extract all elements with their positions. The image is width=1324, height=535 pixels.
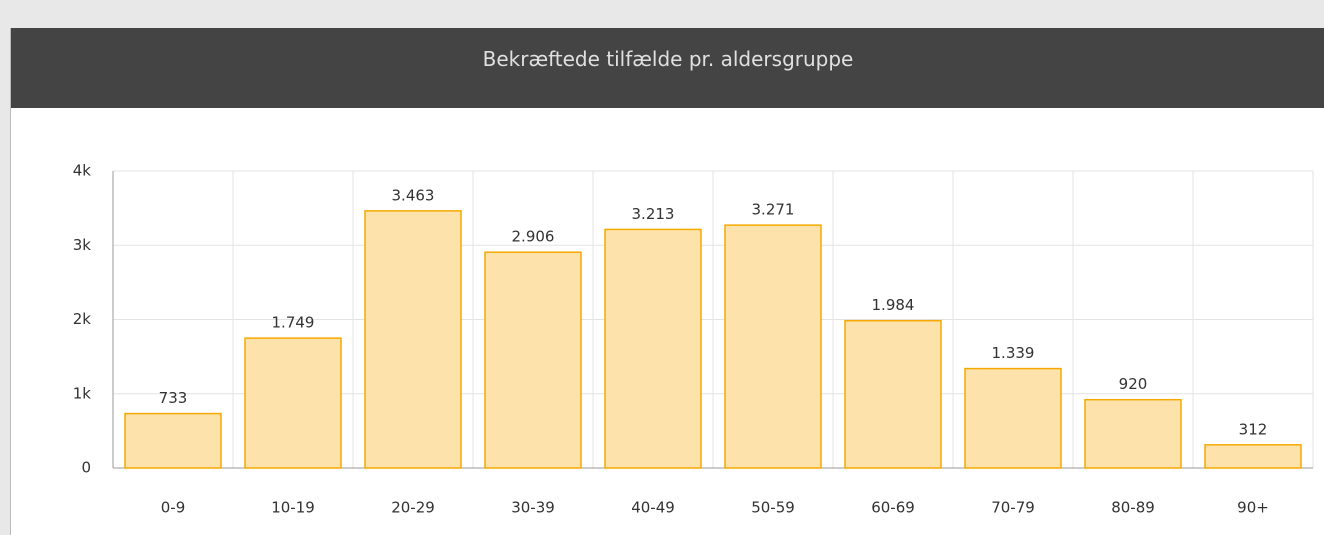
- x-tick-label: 80-89: [1111, 499, 1155, 517]
- bar: [844, 319, 942, 469]
- x-tick-label: 60-69: [871, 499, 915, 517]
- bar: [124, 412, 222, 469]
- bar: [604, 228, 702, 469]
- widget-header: Bekræftede tilfælde pr. aldersgruppe: [11, 28, 1324, 108]
- value-label: 312: [1239, 420, 1268, 438]
- value-label: 3.271: [752, 201, 795, 219]
- x-tick-label: 30-39: [511, 499, 555, 517]
- value-label: 733: [159, 389, 188, 407]
- x-tick-label: 0-9: [161, 499, 186, 517]
- x-tick-label: 10-19: [271, 499, 315, 517]
- x-tick-label: 90+: [1237, 499, 1269, 517]
- chart-title: Bekræftede tilfælde pr. aldersgruppe: [482, 47, 854, 71]
- bar: [1084, 398, 1182, 469]
- bar: [244, 337, 342, 469]
- y-tick-label: 4k: [73, 162, 92, 180]
- y-tick-label: 0: [81, 459, 91, 477]
- value-label: 2.906: [512, 228, 555, 246]
- bar: [364, 210, 462, 469]
- x-tick-label: 70-79: [991, 499, 1035, 517]
- y-tick-label: 1k: [73, 384, 92, 402]
- y-tick-label: 3k: [73, 236, 92, 254]
- bar: [484, 251, 582, 469]
- bar: [964, 367, 1062, 469]
- value-label: 1.339: [992, 344, 1035, 362]
- value-label: 1.749: [272, 314, 315, 332]
- x-tick-label: 50-59: [751, 499, 795, 517]
- y-tick-label: 2k: [73, 310, 92, 328]
- value-label: 3.213: [632, 205, 675, 223]
- x-tick-label: 20-29: [391, 499, 435, 517]
- x-tick-label: 40-49: [631, 499, 675, 517]
- value-label: 1.984: [872, 296, 915, 314]
- bar: [1204, 444, 1302, 469]
- value-label: 3.463: [392, 186, 435, 204]
- value-label: 920: [1119, 375, 1148, 393]
- bar: [724, 224, 822, 469]
